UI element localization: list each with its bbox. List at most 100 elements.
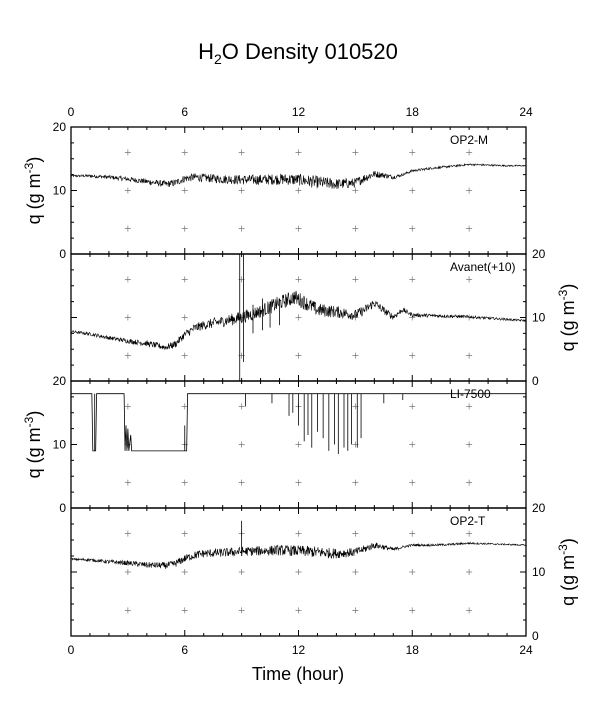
y-axis-label-main: q (g m bbox=[558, 300, 578, 351]
panel-avanet-10: 0 10 20 q (g m-3) Avanet(+10) bbox=[70, 247, 578, 388]
grid-cross bbox=[238, 441, 245, 448]
y-axis-label-superscript: -3 bbox=[22, 416, 36, 427]
y-tick-label: 20 bbox=[53, 120, 67, 134]
x-axis-label: Time (hour) bbox=[252, 664, 344, 684]
grid-cross bbox=[409, 276, 416, 283]
grid-cross bbox=[295, 569, 302, 575]
y-axis-label-main: q (g m bbox=[24, 173, 44, 224]
grid-cross bbox=[124, 530, 131, 537]
y-tick-label: 0 bbox=[532, 629, 539, 643]
chart-title: H2O Density 010520 bbox=[198, 39, 398, 67]
x-tick-label-top: 0 bbox=[68, 105, 75, 119]
grid-cross bbox=[181, 149, 188, 156]
x-tick-label-bottom: 24 bbox=[519, 643, 533, 657]
grid-cross bbox=[352, 187, 359, 194]
grid-cross bbox=[466, 403, 473, 410]
chart-title-subscript: 2 bbox=[214, 51, 222, 67]
grid-cross bbox=[295, 276, 302, 283]
grid-cross bbox=[181, 607, 188, 614]
y-tick-label: 0 bbox=[532, 374, 539, 388]
grid-cross bbox=[352, 479, 359, 486]
y-axis-label-main: q (g m bbox=[24, 427, 44, 478]
y-tick-label: 10 bbox=[53, 438, 67, 452]
x-tick-label-top: 6 bbox=[181, 105, 188, 119]
panel-op2-t: 0 10 20 q (g m-3) OP2-T bbox=[70, 501, 578, 643]
grid-cross bbox=[295, 314, 302, 321]
series-label: Avanet(+10) bbox=[450, 260, 516, 274]
grid-cross bbox=[238, 403, 245, 410]
y-axis-label: q (g m-3) bbox=[22, 157, 44, 225]
grid-cross bbox=[124, 569, 131, 575]
grid-cross bbox=[238, 187, 245, 194]
grid-cross bbox=[466, 352, 473, 359]
series-line bbox=[71, 290, 526, 350]
grid-cross bbox=[238, 149, 245, 156]
grid-cross bbox=[466, 479, 473, 486]
grid-cross bbox=[181, 530, 188, 537]
grid-cross bbox=[124, 607, 131, 614]
grid-cross bbox=[181, 479, 188, 486]
grid-cross bbox=[352, 225, 359, 232]
grid-cross bbox=[409, 149, 416, 156]
grid-cross bbox=[124, 352, 131, 359]
grid-cross bbox=[238, 225, 245, 232]
grid-cross bbox=[181, 276, 188, 283]
y-axis-label-close: ) bbox=[558, 538, 578, 544]
grid-cross bbox=[466, 187, 473, 194]
series-label: OP2-T bbox=[450, 514, 486, 528]
y-axis-label: q (g m-3) bbox=[556, 538, 578, 606]
grid-cross bbox=[352, 569, 359, 575]
x-tick-label-bottom: 18 bbox=[406, 643, 420, 657]
y-axis-label-main: q (g m bbox=[558, 555, 578, 606]
grid-cross bbox=[466, 441, 473, 448]
grid-cross bbox=[124, 479, 131, 486]
grid-cross bbox=[466, 276, 473, 283]
grid-cross bbox=[238, 569, 245, 575]
grid-cross bbox=[352, 352, 359, 359]
x-tick-label-top: 24 bbox=[519, 105, 533, 119]
x-tick-label-bottom: 0 bbox=[68, 643, 75, 657]
y-tick-label: 10 bbox=[532, 311, 546, 325]
grid-cross bbox=[181, 569, 188, 575]
grid-cross bbox=[124, 149, 131, 156]
grid-cross bbox=[409, 479, 416, 486]
grid-cross bbox=[124, 314, 131, 321]
grid-cross bbox=[295, 149, 302, 156]
y-tick-label: 0 bbox=[59, 501, 66, 515]
grid-cross bbox=[295, 441, 302, 448]
grid-cross bbox=[295, 530, 302, 537]
grid-cross bbox=[466, 607, 473, 614]
y-axis-label-close: ) bbox=[24, 411, 44, 417]
y-axis-label-superscript: -3 bbox=[556, 289, 570, 300]
grid-cross bbox=[352, 607, 359, 614]
grid-cross bbox=[409, 225, 416, 232]
grid-cross bbox=[466, 225, 473, 232]
y-axis-label-close: ) bbox=[24, 157, 44, 163]
grid-cross bbox=[352, 149, 359, 156]
grid-cross bbox=[352, 314, 359, 321]
grid-cross bbox=[352, 276, 359, 283]
grid-cross bbox=[181, 314, 188, 321]
y-tick-label: 20 bbox=[532, 247, 546, 261]
series-line bbox=[71, 162, 526, 190]
grid-cross bbox=[409, 530, 416, 537]
y-axis-label-close: ) bbox=[558, 284, 578, 290]
grid-cross bbox=[124, 225, 131, 232]
grid-cross bbox=[409, 403, 416, 410]
grid-cross bbox=[295, 352, 302, 359]
y-axis-label-superscript: -3 bbox=[22, 162, 36, 173]
grid-cross bbox=[466, 149, 473, 156]
grid-cross bbox=[238, 607, 245, 614]
y-tick-label: 10 bbox=[532, 565, 546, 579]
grid-cross bbox=[295, 479, 302, 486]
panel-op2-m: 0 10 20 q (g m-3) OP2-M bbox=[22, 120, 527, 261]
grid-cross bbox=[181, 352, 188, 359]
grid-cross bbox=[295, 225, 302, 232]
grid-cross bbox=[466, 569, 473, 575]
y-axis-label-superscript: -3 bbox=[556, 544, 570, 555]
grid-cross bbox=[409, 441, 416, 448]
x-tick-label-top: 18 bbox=[406, 105, 420, 119]
grid-cross bbox=[295, 607, 302, 614]
